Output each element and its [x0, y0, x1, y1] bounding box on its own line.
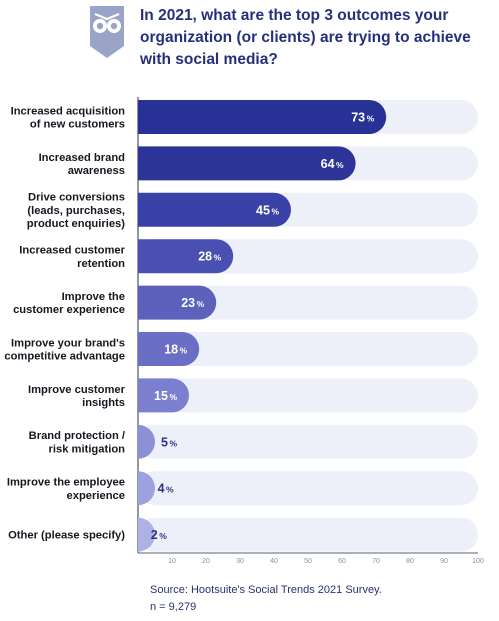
bar [138, 146, 356, 181]
data-label: 18% [164, 343, 187, 357]
data-label: 15% [154, 389, 177, 403]
bar [138, 332, 200, 366]
category-label: Improve the employee experience [7, 477, 125, 502]
bar-track [138, 378, 478, 413]
category-label: Improve your brand's competitive advantag… [4, 337, 125, 362]
bar [138, 285, 217, 320]
bar [138, 517, 155, 552]
sample-size: n = 9,279 [150, 601, 197, 613]
owl-logo-icon [90, 6, 124, 58]
bar-track [138, 285, 478, 320]
x-tick-label: 80 [406, 558, 414, 565]
x-tick-label: 60 [338, 558, 346, 565]
category-label: Brand protection / risk mitigation [29, 430, 126, 455]
source-note: Source: Hootsuite's Social Trends 2021 S… [150, 582, 382, 616]
category-label: Other (please specify) [8, 530, 125, 542]
x-tick-label: 20 [202, 558, 210, 565]
bar [138, 239, 234, 274]
bar-track [138, 424, 478, 459]
bar-track [138, 471, 478, 506]
bar [138, 471, 155, 506]
data-label: 4% [158, 482, 174, 496]
x-tick-label: 10 [168, 558, 176, 565]
data-label: 64% [321, 157, 344, 171]
bar [138, 424, 155, 459]
source-text: Source: Hootsuite's Social Trends 2021 S… [150, 584, 382, 596]
x-tick-label: 90 [440, 558, 448, 565]
x-tick-label: 100 [472, 558, 484, 565]
bar [138, 192, 291, 227]
x-tick-label: 50 [304, 558, 312, 565]
data-label: 45% [256, 203, 279, 217]
data-label: 73% [351, 111, 374, 125]
data-label: 5% [161, 435, 177, 449]
chart-title: In 2021, what are the top 3 outcomes you… [140, 7, 471, 68]
bar [138, 378, 189, 413]
bar-track [138, 332, 478, 366]
category-label: Improve the customer experience [13, 291, 125, 316]
x-tick-label: 70 [372, 558, 380, 565]
data-label: 2% [151, 528, 167, 542]
category-label: Drive conversions (leads, purchases, produ… [27, 192, 125, 230]
data-label: 23% [181, 296, 204, 310]
bar-chart: 73 % Increased acquisition of new customers… [4, 97, 484, 565]
x-tick-label: 30 [236, 558, 244, 565]
bar [138, 100, 387, 134]
data-label: 28% [198, 250, 221, 264]
bar-track [138, 517, 478, 552]
category-label: Increased acquisition of new customers [11, 105, 126, 130]
x-tick-label: 40 [270, 558, 278, 565]
category-label: Increased brand awareness [39, 152, 126, 177]
category-label: Increased customer retention [19, 245, 125, 270]
category-label: Improve customer insights [28, 384, 126, 409]
